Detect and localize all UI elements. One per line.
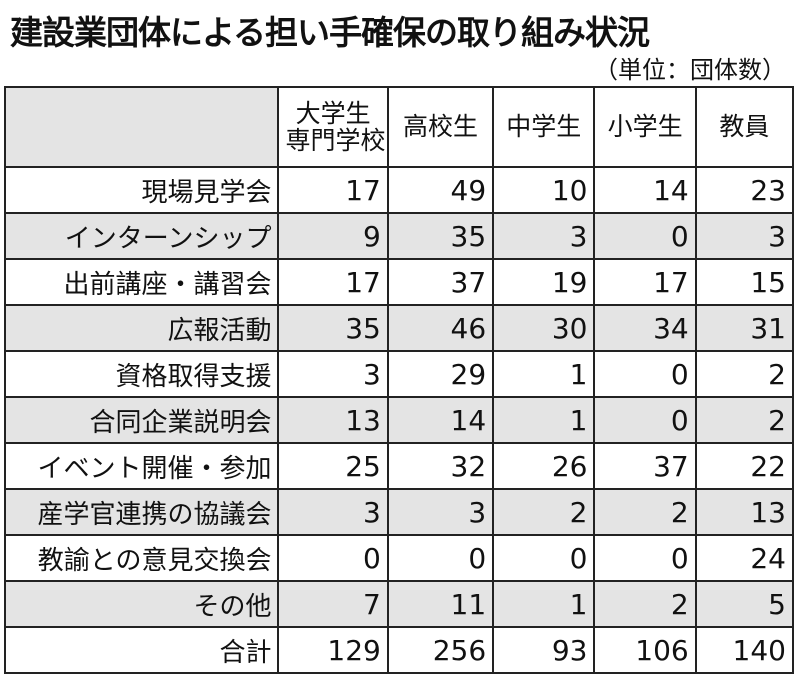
value-cell: 0 [277, 534, 389, 582]
value-cell: 5 [694, 580, 795, 628]
row-label: 産学官連携の協議会 [3, 488, 280, 536]
value-cell: 1 [492, 396, 596, 444]
value-cell: 3 [386, 488, 495, 536]
value-cell: 0 [593, 534, 697, 582]
value-cell: 14 [386, 396, 495, 444]
table-row: イベント開催・参加 25 32 26 37 22 [3, 442, 795, 490]
value-cell: 140 [694, 626, 795, 674]
column-header-elementary: 小学生 [593, 86, 697, 168]
data-table: 大学生 専門学校 高校生 中学生 小学生 教員 現場見学会 17 49 10 14 23 イ… [3, 86, 795, 674]
row-label: 出前講座・講習会 [3, 258, 280, 306]
unit-note: （単位：団体数） [594, 56, 786, 84]
value-cell: 10 [492, 166, 596, 214]
value-cell: 32 [386, 442, 495, 490]
value-cell: 30 [492, 304, 596, 352]
value-cell: 256 [386, 626, 495, 674]
column-header-university: 大学生 専門学校 [277, 86, 389, 168]
value-cell: 129 [277, 626, 389, 674]
value-cell: 1 [492, 350, 596, 398]
table-row: 産学官連携の協議会 3 3 2 2 13 [3, 488, 795, 536]
chart-title: 建設業団体による担い手確保の取り組み状況 [10, 13, 650, 52]
value-cell: 34 [593, 304, 697, 352]
row-label: その他 [3, 580, 280, 628]
value-cell: 14 [593, 166, 697, 214]
row-label: 現場見学会 [3, 166, 280, 214]
value-cell: 26 [492, 442, 596, 490]
column-header-line: 小学生 [607, 112, 683, 142]
row-label: イベント開催・参加 [3, 442, 280, 490]
value-cell: 2 [492, 488, 596, 536]
value-cell: 35 [277, 304, 389, 352]
column-header-line: 中学生 [506, 112, 582, 142]
value-cell: 25 [277, 442, 389, 490]
table-row: 教諭との意見交換会 0 0 0 0 24 [3, 534, 795, 582]
column-header-line: 教員 [719, 112, 770, 142]
table-row: 資格取得支援 3 29 1 0 2 [3, 350, 795, 398]
value-cell: 0 [593, 212, 697, 260]
row-label: 合同企業説明会 [3, 396, 280, 444]
value-cell: 31 [694, 304, 795, 352]
value-cell: 2 [593, 488, 697, 536]
row-label: インターンシップ [3, 212, 280, 260]
row-label: 合計 [3, 626, 280, 674]
value-cell: 17 [277, 258, 389, 306]
value-cell: 0 [593, 350, 697, 398]
table-row: その他 7 11 1 2 5 [3, 580, 795, 628]
column-header-teachers: 教員 [694, 86, 795, 168]
value-cell: 35 [386, 212, 495, 260]
table-row: 現場見学会 17 49 10 14 23 [3, 166, 795, 214]
header-corner-cell [3, 86, 280, 168]
value-cell: 2 [694, 396, 795, 444]
column-header-line: 大学生 [295, 98, 371, 128]
value-cell: 46 [386, 304, 495, 352]
value-cell: 49 [386, 166, 495, 214]
value-cell: 0 [593, 396, 697, 444]
value-cell: 0 [386, 534, 495, 582]
column-header-high-school: 高校生 [386, 86, 495, 168]
value-cell: 37 [593, 442, 697, 490]
value-cell: 13 [277, 396, 389, 444]
value-cell: 7 [277, 580, 389, 628]
value-cell: 11 [386, 580, 495, 628]
value-cell: 3 [492, 212, 596, 260]
value-cell: 15 [694, 258, 795, 306]
table-row: 合同企業説明会 13 14 1 0 2 [3, 396, 795, 444]
row-label: 教諭との意見交換会 [3, 534, 280, 582]
value-cell: 9 [277, 212, 389, 260]
table-row: 出前講座・講習会 17 37 19 17 15 [3, 258, 795, 306]
value-cell: 22 [694, 442, 795, 490]
value-cell: 2 [694, 350, 795, 398]
value-cell: 93 [492, 626, 596, 674]
table-row: 広報活動 35 46 30 34 31 [3, 304, 795, 352]
value-cell: 3 [277, 350, 389, 398]
table-row: インターンシップ 9 35 3 0 3 [3, 212, 795, 260]
value-cell: 17 [277, 166, 389, 214]
value-cell: 0 [492, 534, 596, 582]
column-header-line: 専門学校 [285, 126, 386, 155]
table-body: 現場見学会 17 49 10 14 23 インターンシップ 9 35 3 0 3 出前講座・講習会 17 3… [3, 166, 795, 674]
value-cell: 106 [593, 626, 697, 674]
column-header-junior-high: 中学生 [492, 86, 596, 168]
header-row: 大学生 専門学校 高校生 中学生 小学生 教員 [3, 86, 795, 168]
value-cell: 24 [694, 534, 795, 582]
table-row: 合計 129 256 93 106 140 [3, 626, 795, 674]
value-cell: 3 [694, 212, 795, 260]
value-cell: 1 [492, 580, 596, 628]
row-label: 資格取得支援 [3, 350, 280, 398]
value-cell: 3 [277, 488, 389, 536]
value-cell: 19 [492, 258, 596, 306]
value-cell: 37 [386, 258, 495, 306]
column-header-line: 高校生 [403, 112, 479, 142]
value-cell: 29 [386, 350, 495, 398]
value-cell: 17 [593, 258, 697, 306]
value-cell: 23 [694, 166, 795, 214]
value-cell: 13 [694, 488, 795, 536]
row-label: 広報活動 [3, 304, 280, 352]
value-cell: 2 [593, 580, 697, 628]
